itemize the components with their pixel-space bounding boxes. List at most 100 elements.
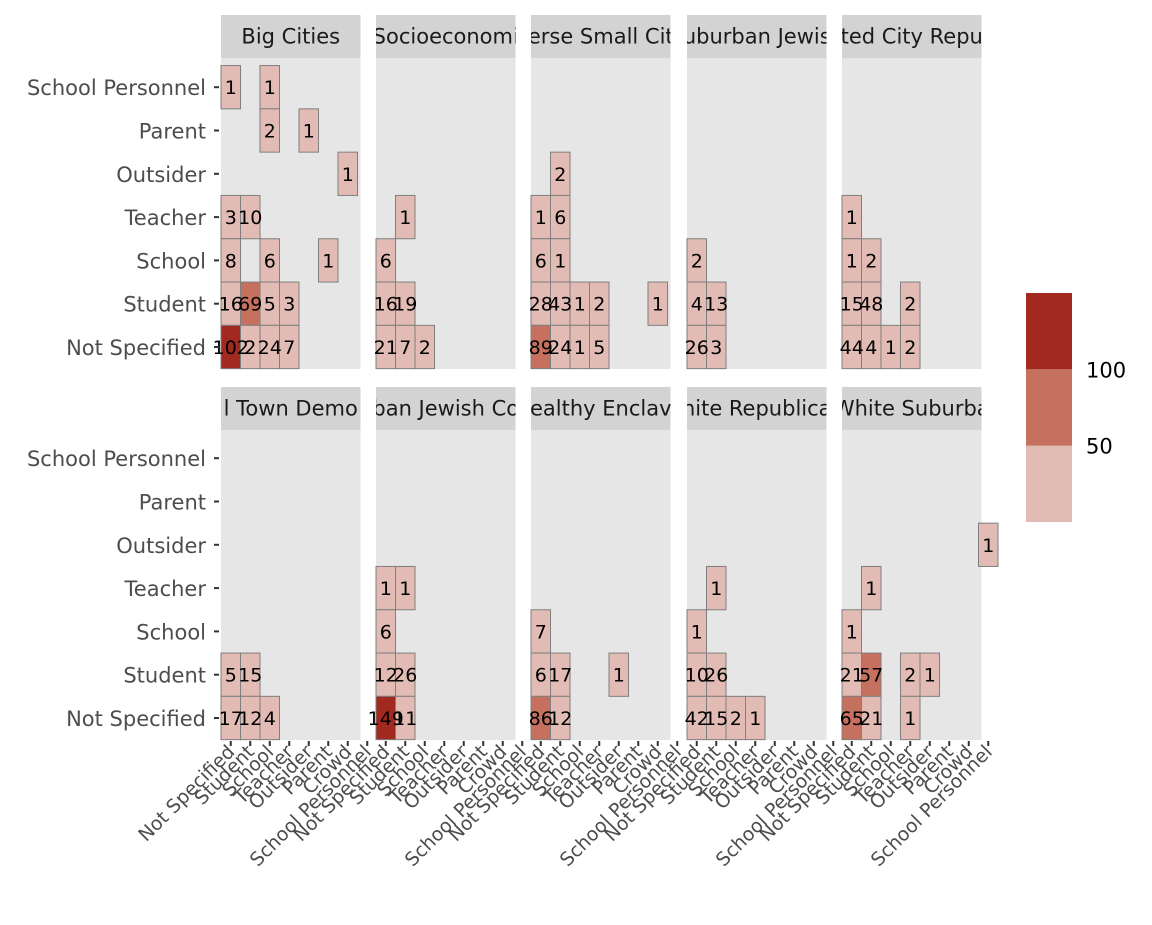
cell-value-label: 2 — [865, 250, 877, 272]
facet-strip-label: uburban Jewis — [683, 25, 831, 49]
facet-panel: uburban Jewis 2 4 13 26 3 — [683, 15, 831, 370]
cell-value-label: 1 — [885, 337, 897, 359]
x-tick-label: Not Specified — [134, 741, 239, 846]
facet-strip-label: ealthy Enclav — [530, 397, 672, 421]
cell-value-label: 5 — [225, 665, 237, 687]
cell-value-label: 1 — [846, 250, 858, 272]
cell-value-label: 42 — [685, 708, 709, 730]
cell-value-label: 2 — [419, 337, 431, 359]
facet-strip — [531, 387, 671, 430]
cell-value-label: 1 — [264, 77, 276, 99]
facet-strip-label: hite Republica — [682, 397, 832, 421]
heatmap-cell — [395, 695, 416, 741]
cell-value-label: 2 — [904, 294, 916, 316]
heatmap-cell — [395, 194, 416, 240]
y-tick-label: Outsider — [116, 163, 206, 187]
cell-value-label: 7 — [399, 337, 411, 359]
cell-value-label: 1 — [691, 621, 703, 643]
heatmap-cell — [259, 695, 280, 741]
cell-value-label: 2 — [730, 708, 742, 730]
heatmap-cell — [861, 695, 882, 741]
cell-value-label: 5 — [593, 337, 605, 359]
cell-value-label: 6 — [535, 250, 547, 272]
cell-value-label: 10 — [238, 207, 262, 229]
cell-value-label: 2 — [691, 250, 703, 272]
y-tick-label: Not Specified — [66, 336, 206, 360]
y-tick-label: School — [136, 620, 206, 644]
cell-value-label: 69 — [238, 294, 262, 316]
cell-value-label: 3 — [710, 337, 722, 359]
cell-value-label: 4 — [865, 337, 877, 359]
cell-value-label: 24 — [548, 337, 572, 359]
legend-label: 100 — [1086, 358, 1126, 382]
cell-value-label: 6 — [380, 621, 392, 643]
cell-value-label: 2 — [244, 337, 256, 359]
facet-strip — [221, 387, 361, 430]
heatmap-cell — [900, 695, 921, 741]
cell-value-label: 2 — [593, 294, 605, 316]
facet-strip — [221, 15, 361, 58]
heatmap-cell — [240, 194, 261, 240]
heatmap-cell — [745, 695, 766, 741]
heatmap-cell — [978, 522, 999, 567]
cell-value-label: 3 — [283, 294, 295, 316]
facet-strip-label: ban Jewish Co — [372, 397, 519, 421]
cell-value-label: 2 — [904, 665, 916, 687]
cell-value-label: 6 — [380, 250, 392, 272]
cell-value-label: 1 — [574, 337, 586, 359]
heatmap-cell — [337, 151, 358, 196]
cell-value-label: 1 — [322, 250, 334, 272]
y-tick-label: Student — [123, 293, 206, 317]
heatmap-cell — [647, 281, 668, 326]
cell-value-label: 19 — [393, 294, 417, 316]
y-tick-label: Teacher — [124, 577, 207, 601]
cell-value-label: 2 — [904, 337, 916, 359]
y-tick-label: Teacher — [124, 206, 207, 230]
cell-value-label: 17 — [548, 665, 572, 687]
heatmap-cell — [259, 108, 280, 153]
cell-value-label: 6 — [554, 207, 566, 229]
facet-strip-label: White Suburba — [834, 397, 990, 421]
heatmap-cell — [608, 652, 629, 697]
facet-strip-label: Socioeconomi — [373, 25, 519, 49]
cell-value-label: 1 — [399, 578, 411, 600]
facet-strip-label: erse Small Cit — [528, 25, 674, 49]
facet-strip-label: Big Cities — [241, 25, 340, 49]
y-tick-label: School Personnel — [27, 76, 206, 100]
heatmap-cell — [900, 324, 921, 370]
cell-value-label: 65 — [840, 708, 864, 730]
cell-value-label: 12 — [374, 665, 398, 687]
cell-value-label: 1 — [225, 77, 237, 99]
cell-value-label: 1 — [303, 121, 315, 143]
cell-value-label: 11 — [393, 708, 417, 730]
cell-value-label: 1 — [554, 250, 566, 272]
heatmap-cell — [550, 695, 571, 741]
legend-color-band — [1026, 369, 1072, 446]
cell-value-label: 4 — [264, 708, 276, 730]
cell-value-label: 26 — [685, 337, 709, 359]
cell-value-label: 21 — [840, 665, 864, 687]
facet-strip — [531, 15, 671, 58]
cell-value-label: 149 — [368, 708, 404, 730]
heatmap-cell — [298, 108, 319, 153]
cell-value-label: 1 — [865, 578, 877, 600]
cell-value-label: 15 — [238, 665, 262, 687]
cell-value-label: 1 — [535, 207, 547, 229]
facet-strip — [842, 387, 982, 430]
legend-label: 50 — [1086, 435, 1113, 459]
heatmap-cell — [279, 324, 300, 370]
heatmap-cell — [706, 324, 727, 370]
cell-value-label: 13 — [704, 294, 728, 316]
cell-value-label: 26 — [704, 665, 728, 687]
cell-value-label: 1 — [904, 708, 916, 730]
facet-strip-label: l Town Demo — [224, 397, 358, 421]
cell-value-label: 1 — [846, 621, 858, 643]
cell-value-label: 7 — [283, 337, 295, 359]
cell-value-label: 3 — [225, 207, 237, 229]
cell-value-label: 6 — [535, 665, 547, 687]
cell-value-label: 8 — [225, 250, 237, 272]
y-tick-label: School — [136, 249, 206, 273]
